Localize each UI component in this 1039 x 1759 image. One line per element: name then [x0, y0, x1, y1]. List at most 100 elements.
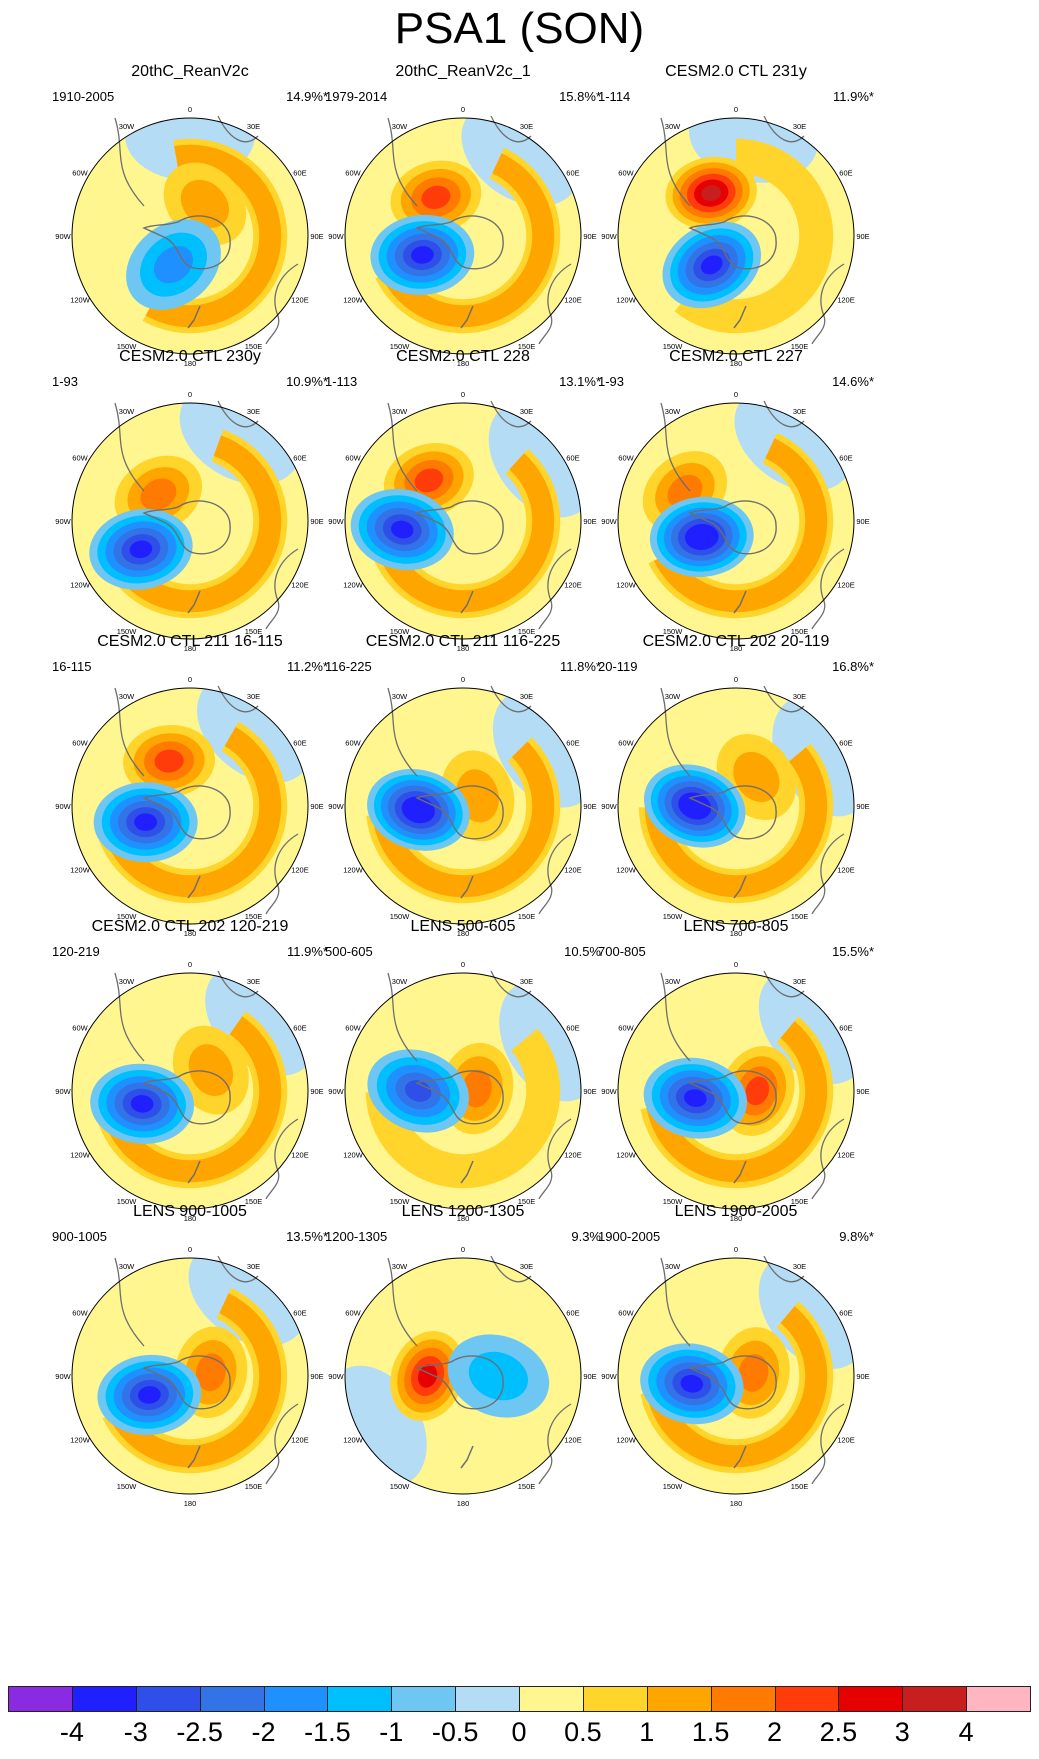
map-boundary: [344, 972, 582, 1210]
colorbar-swatch: [838, 1686, 904, 1712]
positive-anomaly-contour: [188, 1044, 234, 1097]
antarctica-coastline: [688, 500, 777, 555]
longitude-label: 180: [457, 929, 470, 938]
panel-variance: 11.2%*: [287, 659, 328, 674]
panel-title: CESM2.0 CTL 211 16-115: [97, 633, 283, 650]
longitude-label: 60E: [839, 1024, 852, 1033]
longitude-label: 120E: [291, 866, 309, 875]
longitude-label: 150W: [663, 342, 684, 351]
longitude-label: 90W: [55, 1087, 71, 1096]
longitude-label: 120W: [343, 581, 364, 590]
longitude-label: 60E: [566, 1024, 579, 1033]
panel-variance: 9.8%*: [839, 1229, 874, 1244]
colorbar-label: -3: [123, 1717, 148, 1747]
panel-period: 500-605: [325, 944, 373, 959]
longitude-label: 30W: [665, 122, 681, 131]
longitude-label: 90E: [310, 802, 323, 811]
longitude-label: 60W: [618, 169, 634, 178]
longitude-label: 60W: [72, 454, 88, 463]
new-zealand-coastline: [460, 590, 474, 614]
map-panel: CESM2.0 CTL 202 120-219 120-219 11.9%* 0 30E…: [40, 917, 340, 1227]
panel-period: 20-119: [598, 659, 638, 674]
longitude-label: 30E: [520, 122, 533, 131]
south-america-coastline: [660, 972, 691, 1062]
positive-ring-contour: [98, 429, 282, 613]
map-panel: 20thC_ReanV2c_1 1979-2014 15.8%* 0 30E 60E 90E…: [313, 62, 613, 372]
longitude-label: 0: [734, 675, 738, 684]
longitude-label: 120E: [291, 1151, 309, 1160]
positive-anomaly-contour: [414, 468, 444, 493]
panel-period: 116-225: [325, 659, 372, 674]
map-panel: CESM2.0 CTL 228 1-113 13.1%* 0 30E 60E 90E 120E…: [313, 347, 613, 657]
positive-ring-contour: [365, 993, 561, 1189]
longitude-label: 0: [734, 1245, 738, 1254]
colorbar-label: -2.5: [176, 1717, 223, 1747]
longitude-label: 30E: [247, 977, 260, 986]
polar-map: 0 30E 60E 90E 120E 150E 180 150W 120W 90W 60W 30W: [55, 960, 323, 1223]
positive-ring-contour: [371, 144, 555, 328]
longitude-label: 120E: [837, 581, 855, 590]
antarctica-coastline: [415, 785, 504, 840]
longitude-label: 150E: [245, 1482, 263, 1491]
longitude-label: 150E: [791, 1197, 809, 1206]
negative-anomaly-contour: [390, 520, 414, 539]
australia-coastline: [538, 263, 572, 345]
map-boundary: [617, 687, 855, 925]
longitude-label: 90W: [328, 1372, 344, 1381]
south-america-coastline: [660, 687, 691, 777]
longitude-label: 150E: [518, 627, 536, 636]
longitude-label: 30E: [793, 407, 806, 416]
south-america-coastline: [387, 972, 418, 1062]
colorbar-label: 2.5: [819, 1717, 858, 1747]
colorbar-swatch: [966, 1686, 1031, 1712]
colorbar-swatch: [519, 1686, 584, 1712]
longitude-label: 90E: [310, 1372, 323, 1381]
map-boundary: [71, 687, 309, 925]
colorbar-swatch: [327, 1686, 393, 1712]
panel-period: 1200-1305: [325, 1229, 388, 1244]
longitude-label: 30W: [665, 1262, 681, 1271]
longitude-label: 90E: [310, 517, 323, 526]
longitude-label: 60E: [839, 739, 852, 748]
longitude-label: 0: [461, 675, 465, 684]
negative-anomaly-contour: [405, 1080, 432, 1102]
longitude-label: 90E: [856, 517, 869, 526]
longitude-label: 180: [730, 1214, 743, 1223]
panel-variance: 10.9%*: [286, 374, 328, 389]
longitude-label: 30W: [665, 977, 681, 986]
australia-coastline: [265, 548, 299, 630]
colorbar-swatch: [199, 1686, 265, 1712]
longitude-label: 30E: [247, 407, 260, 416]
map-boundary: [71, 972, 309, 1210]
colorbar-label: 1.5: [691, 1717, 730, 1747]
longitude-label: 90W: [328, 232, 344, 241]
panel-variance: 16.8%*: [832, 659, 874, 674]
colorbar-label: 0.5: [564, 1717, 602, 1747]
longitude-label: 150W: [390, 627, 411, 636]
south-america-coastline: [114, 402, 145, 492]
longitude-label: 30W: [392, 977, 408, 986]
longitude-label: 90E: [583, 802, 596, 811]
south-america-coastline: [114, 687, 145, 777]
colorbar-swatch: [902, 1686, 968, 1712]
longitude-label: 30E: [247, 692, 260, 701]
colorbar-label: -4: [59, 1717, 84, 1747]
australia-coastline: [538, 1403, 572, 1485]
map-boundary: [71, 402, 309, 640]
panel-variance: 10.5%: [564, 944, 601, 959]
australia-coastline: [811, 263, 845, 345]
longitude-label: 120W: [616, 1436, 637, 1445]
longitude-label: 90E: [856, 1372, 869, 1381]
map-panel: LENS 500-605 500-605 10.5% 0 30E 60E 90E 120E 15…: [313, 917, 613, 1227]
negative-anomaly-contour: [680, 1374, 704, 1393]
map-boundary: [71, 1257, 309, 1495]
positive-anomaly-contour: [745, 1076, 770, 1106]
australia-coastline: [538, 548, 572, 630]
polar-map: 0 30E 60E 90E 120E 150E 180 150W 120W 90W 60W 30W: [55, 105, 323, 368]
panel-period: 1900-2005: [598, 1229, 661, 1244]
panel-period: 1910-2005: [52, 89, 115, 104]
negative-anomaly-contour: [408, 802, 429, 818]
longitude-label: 120W: [616, 866, 637, 875]
longitude-label: 120W: [343, 1436, 364, 1445]
